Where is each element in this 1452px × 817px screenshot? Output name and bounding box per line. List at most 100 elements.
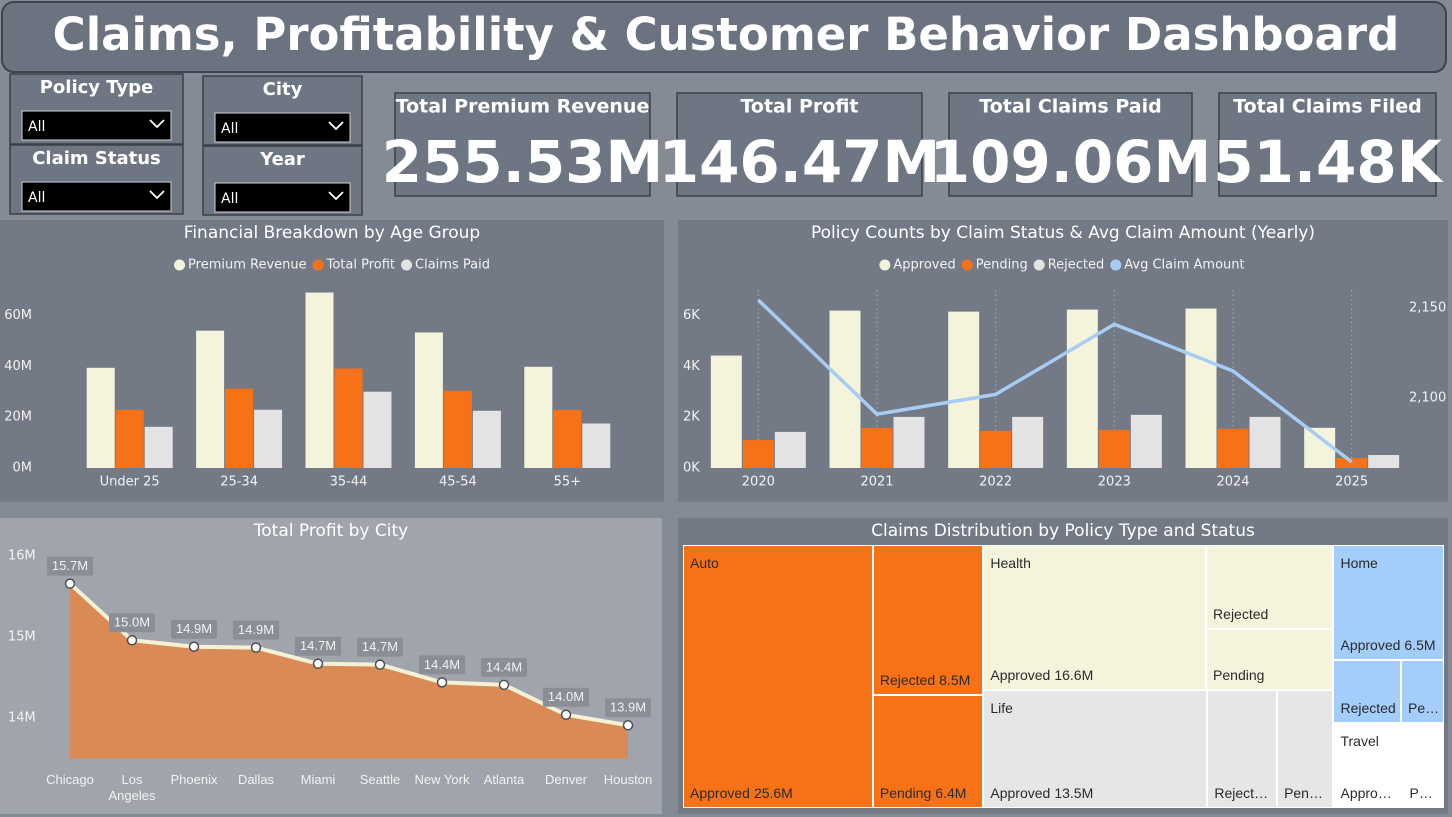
y-tick-label: 2,150	[1409, 300, 1446, 315]
legend-item: Pending	[961, 258, 1028, 273]
slicer-dropdown[interactable]	[214, 182, 351, 213]
slicer-value: All	[221, 191, 238, 207]
bar	[196, 330, 225, 468]
status-name: Rejected	[1214, 784, 1270, 801]
data-label: 14.4M	[486, 659, 522, 674]
legend-marker	[401, 259, 413, 271]
bar	[86, 367, 115, 468]
treemap-cell: Rejected4.2M	[1207, 690, 1278, 808]
slicer-dropdown[interactable]	[214, 112, 351, 143]
y-tick-label: 0M	[13, 461, 33, 476]
bar	[1304, 427, 1336, 468]
x-tick-label: Seattle	[359, 772, 401, 787]
data-label: 14.7M	[362, 639, 398, 654]
slicer-label: Policy Type	[40, 77, 154, 98]
slicer-dropdown[interactable]	[21, 110, 172, 141]
legend-label: Avg Claim Amount	[1124, 258, 1244, 273]
legend-marker	[174, 259, 186, 271]
x-tick-label: Phoenix	[170, 772, 218, 787]
dropdown-chevron	[328, 191, 344, 201]
data-label-bg	[294, 636, 342, 656]
bar	[1098, 429, 1130, 468]
x-tick-label: Chicago	[46, 772, 94, 787]
bar	[443, 390, 472, 468]
dropdown-chevron	[149, 119, 165, 129]
y-tick-label: 2,100	[1409, 390, 1446, 405]
title-bar	[1, 1, 1447, 73]
chart-title: Total Profit by City	[253, 521, 408, 541]
x-tick-label: 45-54	[439, 475, 477, 490]
line	[757, 298, 1353, 464]
legend-marker	[961, 259, 973, 271]
x-tick-label: Houston	[603, 772, 653, 787]
bar	[582, 423, 611, 468]
x-tick-label: 2022	[979, 475, 1012, 490]
legend-label: Claims Paid	[415, 258, 490, 273]
data-label-bg	[542, 687, 590, 707]
y-tick-label: 0K	[683, 461, 700, 476]
kpi-value: 255.53M	[382, 128, 664, 196]
x-tick-label: Under 25	[100, 475, 160, 490]
x-tick-label: 55+	[554, 475, 581, 490]
y-tick-label: 40M	[4, 359, 32, 374]
bar	[363, 391, 392, 468]
data-label: 14.4M	[424, 657, 460, 672]
x-tick-label: 2021	[860, 475, 893, 490]
treemap-cell-label: Approved 6.5M	[1340, 637, 1440, 653]
bar	[305, 292, 334, 468]
bar	[472, 410, 501, 468]
legend-label: Total Profit	[326, 258, 395, 273]
treemap-cell-label: Pending3.4M	[1284, 785, 1329, 801]
data-label-bg	[46, 556, 94, 576]
x-tick-label: New York	[414, 772, 470, 787]
kpi-label: Total Profit	[740, 96, 858, 118]
bar	[1185, 308, 1217, 468]
x-tick-label: 2024	[1216, 475, 1249, 490]
treemap-cell: Pending3.4M	[1277, 690, 1334, 808]
x-tick-label: 2023	[1098, 475, 1131, 490]
dashboard-title: Claims, Profitability & Customer Behavio…	[53, 8, 1400, 61]
kpi-card	[676, 92, 923, 197]
treemap-cell: Health Approved 16.6M	[983, 545, 1207, 691]
data-label: 15.7M	[52, 558, 88, 573]
slicer-dropdown[interactable]	[21, 181, 172, 212]
point	[188, 641, 200, 653]
treemap-cell-label: Pending 6.4M	[880, 785, 980, 801]
data-label: 14.9M	[176, 621, 212, 636]
x-tick-label: Miami	[300, 772, 336, 787]
y-tick-label: 2K	[683, 410, 700, 425]
data-label: 15.0M	[114, 615, 150, 630]
bar	[948, 311, 980, 468]
point	[436, 677, 448, 688]
bar	[1066, 309, 1098, 468]
bar	[710, 355, 742, 468]
treemap-cell-label: Rejected	[1340, 700, 1397, 716]
data-label-bg	[232, 620, 280, 640]
data-label-bg	[480, 657, 528, 677]
status-name: Pending	[1408, 700, 1440, 717]
legend-marker	[879, 259, 891, 271]
bar	[254, 409, 283, 468]
chart-title: Financial Breakdown by Age Group	[184, 223, 480, 243]
bar	[1217, 428, 1249, 468]
treemap-cell: Rejected	[1333, 659, 1402, 724]
treemap-cell: Pending	[1401, 659, 1444, 724]
point	[312, 658, 324, 670]
legend-marker	[312, 259, 324, 271]
status-value: 25.6M	[753, 785, 793, 801]
data-label-bg	[108, 613, 156, 633]
bar	[524, 366, 553, 468]
data-label-bg	[604, 698, 652, 718]
bar	[893, 416, 925, 468]
legend-label: Pending	[976, 258, 1028, 273]
treemap-cell: Home Approved 6.5M	[1333, 545, 1444, 660]
kpi-value: 146.47M	[659, 128, 941, 196]
treemap-group-label: Travel	[1340, 733, 1379, 750]
bar	[334, 368, 363, 468]
status-name: Approved	[990, 667, 1051, 684]
data-label-bg	[170, 619, 218, 639]
point	[64, 578, 76, 589]
point	[250, 642, 262, 653]
point	[560, 709, 572, 721]
